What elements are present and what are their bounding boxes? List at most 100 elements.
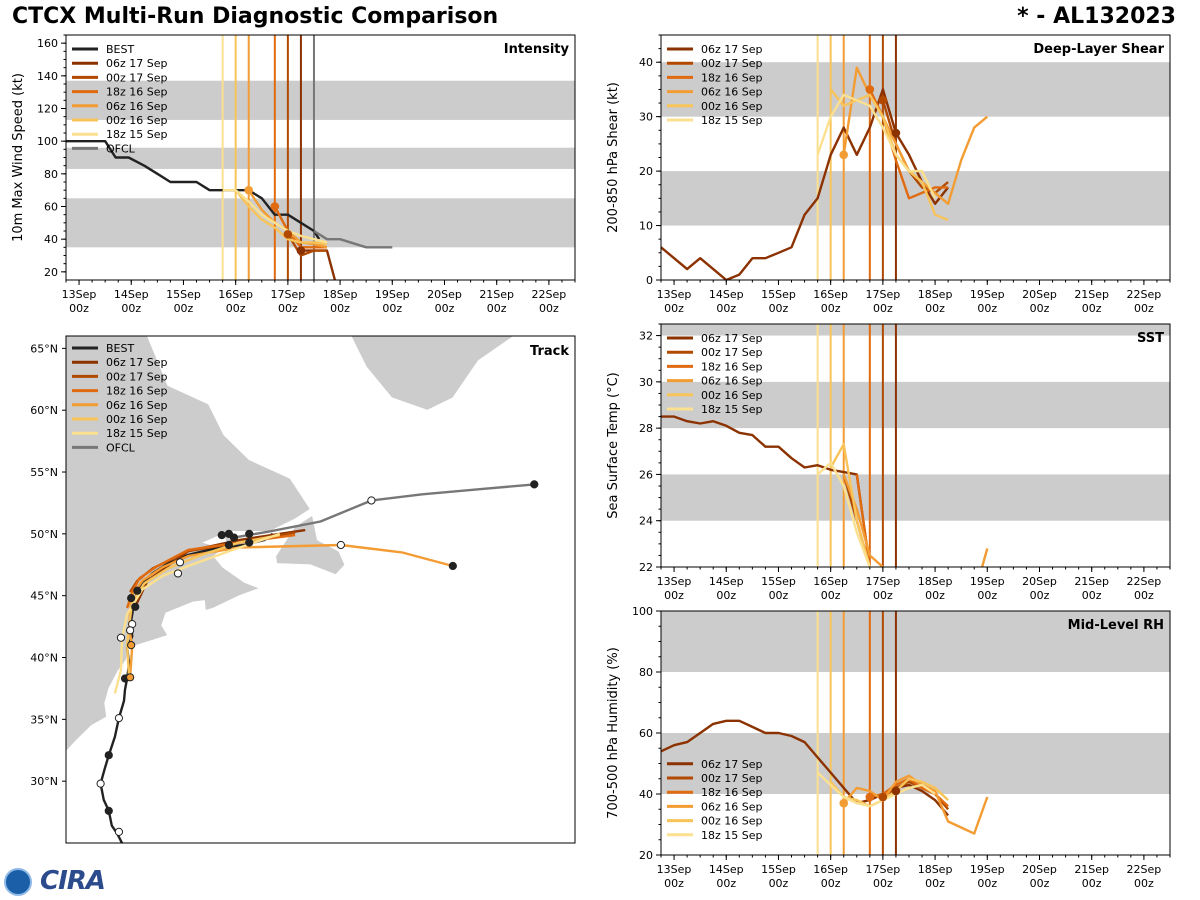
legend-label: 00z 17 Sep [701, 346, 763, 359]
y-tick-label: 20 [639, 849, 653, 862]
shaded-band [661, 62, 1170, 117]
legend-label: 06z 16 Sep [701, 375, 763, 388]
series-line-18z-15-sep [816, 771, 936, 808]
x-tick-label: 15Sep [761, 575, 796, 588]
lat-tick-label: 40°N [30, 652, 58, 665]
series-line-18z-15-sep [222, 188, 328, 244]
shaded-band [66, 198, 575, 248]
track-marker [448, 561, 457, 571]
y-tick-label: 120 [37, 103, 58, 116]
y-tick-label: 28 [639, 422, 653, 435]
legend-label: 18z 16 Sep [701, 786, 763, 799]
legend-label: 06z 17 Sep [106, 356, 168, 369]
x-tick-label: 16Sep [813, 863, 848, 876]
init-marker-06z-17-sep [891, 786, 901, 796]
legend-label: 00z 17 Sep [701, 57, 763, 70]
x-tick-label: 00z [487, 302, 507, 315]
legend-label: OFCL [106, 142, 136, 155]
legend-label: BEST [106, 43, 134, 56]
series-line-18z-15-sep [816, 93, 937, 199]
x-tick-label: 18Sep [918, 575, 953, 588]
legend-label: 06z 17 Sep [701, 758, 763, 771]
shaded-band [661, 381, 1170, 429]
track-marker [367, 496, 376, 505]
x-tick-label: 00z [1082, 302, 1102, 315]
x-tick-label: 00z [1082, 589, 1102, 602]
lat-tick-label: 35°N [30, 713, 58, 726]
track-marker [175, 558, 185, 567]
legend-label: 00z 17 Sep [701, 772, 763, 785]
legend-label: BEST [106, 342, 134, 355]
y-tick-label: 100 [37, 135, 58, 148]
x-tick-label: 00z [435, 302, 455, 315]
x-tick-label: 20Sep [427, 288, 462, 301]
track-marker [173, 569, 183, 578]
init-marker-06z-16-sep [839, 798, 849, 808]
cira-logo-text: CIRA [40, 866, 106, 896]
x-tick-label: 00z [330, 302, 350, 315]
x-tick-label: 00z [821, 877, 841, 890]
x-tick-label: 00z [1082, 877, 1102, 890]
x-tick-label: 14Sep [709, 288, 744, 301]
x-tick-label: 15Sep [761, 863, 796, 876]
x-tick-label: 00z [716, 877, 736, 890]
y-tick-label: 24 [639, 515, 653, 528]
land-mass [66, 336, 311, 753]
track-marker [530, 480, 539, 489]
series-line-00z-16-sep [234, 189, 328, 246]
y-tick-label: 80 [639, 666, 653, 679]
y-tick-label: 60 [639, 727, 653, 740]
x-tick-label: 00z [121, 302, 141, 315]
x-tick-label: 00z [226, 302, 246, 315]
y-tick-label: 0 [646, 274, 653, 287]
y-tick-label: 26 [639, 468, 653, 481]
shear-panel: 01020304013Sep00z14Sep00z15Sep00z16Sep00… [606, 34, 1171, 315]
track-marker [116, 633, 126, 642]
x-tick-label: 17Sep [866, 288, 901, 301]
rh-panel: 2040608010013Sep00z14Sep00z15Sep00z16Sep… [606, 605, 1171, 890]
y-tick-label: 20 [44, 266, 58, 279]
x-tick-label: 17Sep [271, 288, 306, 301]
x-tick-label: 00z [716, 589, 736, 602]
legend-label: 06z 17 Sep [701, 43, 763, 56]
series-line-00z-17-sep [286, 233, 327, 257]
legend-label: 06z 16 Sep [701, 86, 763, 99]
legend-label: 06z 17 Sep [106, 57, 168, 70]
x-tick-label: 21Sep [1074, 288, 1109, 301]
land-mass [350, 336, 515, 411]
x-tick-label: 00z [769, 877, 789, 890]
x-tick-label: 00z [539, 302, 559, 315]
y-tick-label: 32 [639, 330, 653, 343]
y-tick-label: 30 [639, 111, 653, 124]
x-tick-label: 00z [977, 877, 997, 890]
series-line-00z-16-sep [829, 88, 949, 222]
storm-id-title: * - AL132023 [1017, 4, 1176, 29]
noaa-logo-icon [4, 868, 32, 896]
y-tick-label: 40 [639, 56, 653, 69]
panel-title: Mid-Level RH [1068, 618, 1164, 633]
legend-label: 00z 16 Sep [106, 114, 168, 127]
cira-logo: CIRA [4, 866, 114, 898]
x-tick-label: 20Sep [1022, 288, 1057, 301]
x-tick-label: 00z [1134, 877, 1154, 890]
x-tick-label: 00z [69, 302, 89, 315]
y-tick-label: 10 [639, 220, 653, 233]
lat-tick-label: 65°N [30, 342, 58, 355]
axes-frame [660, 323, 1171, 568]
legend-label: 18z 15 Sep [701, 114, 763, 127]
track-marker [114, 827, 124, 836]
x-tick-label: 00z [1030, 589, 1050, 602]
legend-label: 18z 15 Sep [106, 427, 168, 440]
legend-label: 00z 16 Sep [701, 389, 763, 402]
y-tick-label: 80 [44, 168, 58, 181]
track-marker [229, 533, 239, 542]
series-line-06z-17-sep [300, 249, 337, 280]
track-marker [217, 530, 226, 540]
init-marker-18z-16-sep [270, 202, 280, 211]
series-line-best [66, 139, 321, 240]
figure-title: CTCX Multi-Run Diagnostic Comparison [12, 4, 499, 29]
legend-label: 18z 16 Sep [106, 86, 168, 99]
x-tick-label: 20Sep [1022, 863, 1057, 876]
x-tick-label: 21Sep [1074, 863, 1109, 876]
